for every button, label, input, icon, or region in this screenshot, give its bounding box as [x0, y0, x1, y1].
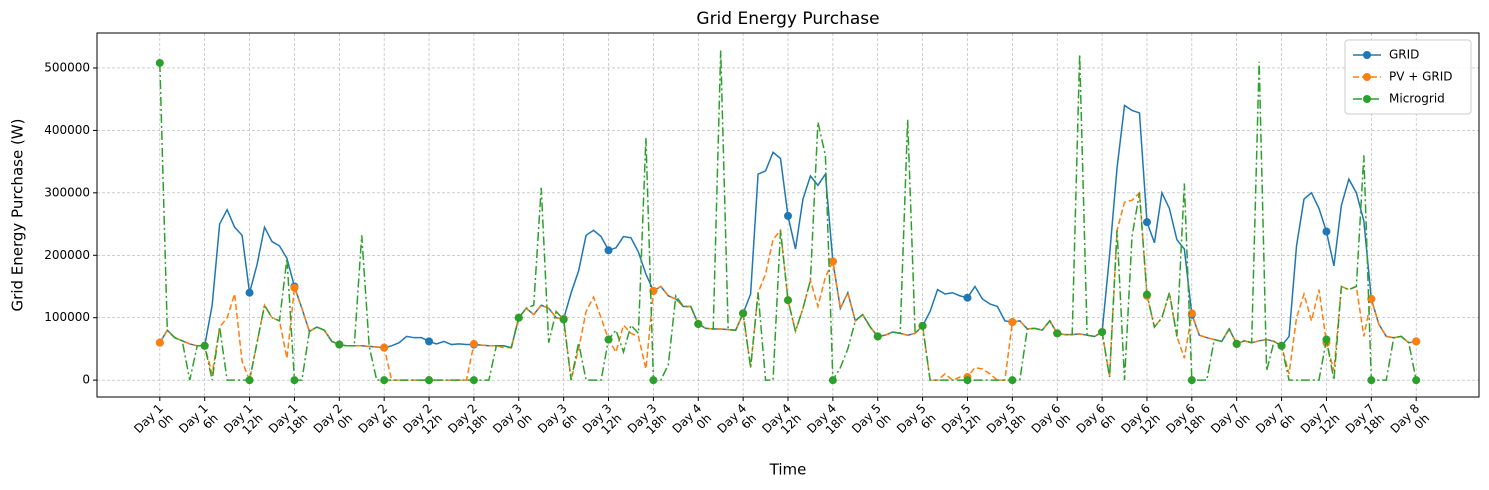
marker — [1187, 309, 1196, 318]
legend-label: GRID — [1389, 48, 1419, 62]
marker — [155, 338, 164, 347]
x-tick-label: Day 318h — [625, 401, 670, 446]
x-tick-label: Day 612h — [1118, 401, 1163, 446]
x-tick-label: Day 16h — [176, 401, 221, 446]
marker — [604, 335, 613, 344]
x-tick-label: Day 618h — [1163, 401, 1208, 446]
x-tick-label: Day 412h — [759, 401, 804, 446]
marker — [469, 376, 478, 385]
marker — [649, 376, 658, 385]
marker — [1277, 341, 1286, 350]
x-tick-label: Day 10h — [131, 401, 176, 446]
legend-label: Microgrid — [1389, 92, 1445, 106]
marker — [1232, 339, 1241, 348]
x-tick-label: Day 418h — [804, 401, 849, 446]
plot-frame — [96, 32, 1480, 398]
marker — [290, 376, 299, 385]
x-tick-label: Day 512h — [939, 401, 984, 446]
y-tick-label: 0 — [82, 373, 90, 387]
marker — [1412, 337, 1421, 346]
marker — [425, 337, 434, 346]
x-tick-label: Day 36h — [535, 401, 580, 446]
x-tick-label: Day 212h — [400, 401, 445, 446]
x-tick-label: Day 112h — [221, 401, 266, 446]
marker — [828, 257, 837, 266]
marker — [1053, 329, 1062, 338]
marker — [1412, 376, 1421, 385]
y-tick-label: 300000 — [44, 185, 90, 199]
x-tick-label: Day 80h — [1388, 401, 1433, 446]
marker — [1367, 376, 1376, 385]
series-line — [159, 104, 1417, 349]
x-tick-label: Day 66h — [1073, 401, 1118, 446]
marker — [425, 376, 434, 385]
marker — [1142, 218, 1151, 227]
marker — [739, 309, 748, 318]
marker — [1098, 328, 1107, 337]
x-tick-label: Day 46h — [714, 401, 759, 446]
x-axis-label: Time — [769, 461, 807, 479]
marker — [290, 283, 299, 292]
marker — [1367, 294, 1376, 303]
legend-box — [1344, 39, 1472, 115]
x-tick-label: Day 30h — [490, 401, 535, 446]
x-tick-label: Day 118h — [266, 401, 311, 446]
x-tick-label: Day 56h — [894, 401, 939, 446]
marker — [335, 340, 344, 349]
x-tick-label: Day 312h — [580, 401, 625, 446]
x-tick-label: Day 718h — [1343, 401, 1388, 446]
marker — [918, 321, 927, 330]
legend-marker — [1363, 51, 1371, 59]
marker — [1322, 335, 1331, 344]
x-tick-label: Day 20h — [311, 401, 356, 446]
x-tick-label: Day 26h — [356, 401, 401, 446]
marker — [469, 339, 478, 348]
y-tick-label: 100000 — [44, 310, 90, 324]
marker — [380, 376, 389, 385]
marker — [963, 376, 972, 385]
marker — [514, 313, 523, 322]
x-tick-label: Day 218h — [445, 401, 490, 446]
x-tick-label: Day 712h — [1298, 401, 1343, 446]
x-tick-label: Day 76h — [1253, 401, 1298, 446]
legend-marker — [1363, 73, 1371, 81]
marker — [1322, 227, 1331, 236]
marker — [1008, 376, 1017, 385]
marker — [873, 332, 882, 341]
y-axis-label: Grid Energy Purchase (W) — [9, 119, 27, 312]
marker — [784, 296, 792, 305]
marker — [784, 211, 792, 220]
legend-label: PV + GRID — [1389, 70, 1453, 84]
marker — [1008, 318, 1017, 327]
y-tick-label: 400000 — [44, 123, 90, 137]
x-tick-label: Day 518h — [984, 401, 1029, 446]
marker — [245, 288, 254, 297]
marker — [245, 376, 254, 385]
series-line — [159, 191, 1417, 383]
marker — [828, 376, 837, 385]
marker — [1187, 376, 1196, 385]
marker — [380, 343, 389, 352]
marker — [200, 341, 209, 350]
x-tick-label: Day 70h — [1208, 401, 1253, 446]
marker — [1142, 290, 1151, 299]
x-tick-label: Day 60h — [1029, 401, 1074, 446]
marker — [694, 319, 703, 328]
y-tick-label: 500000 — [44, 60, 90, 74]
marker — [963, 293, 972, 302]
chart-title: Grid Energy Purchase — [696, 9, 879, 29]
x-tick-label: Day 50h — [849, 401, 894, 446]
x-tick-label: Day 40h — [670, 401, 715, 446]
marker — [559, 315, 568, 324]
legend-marker — [1363, 95, 1371, 103]
marker — [604, 246, 613, 255]
marker — [155, 58, 164, 67]
y-tick-label: 200000 — [44, 248, 90, 262]
